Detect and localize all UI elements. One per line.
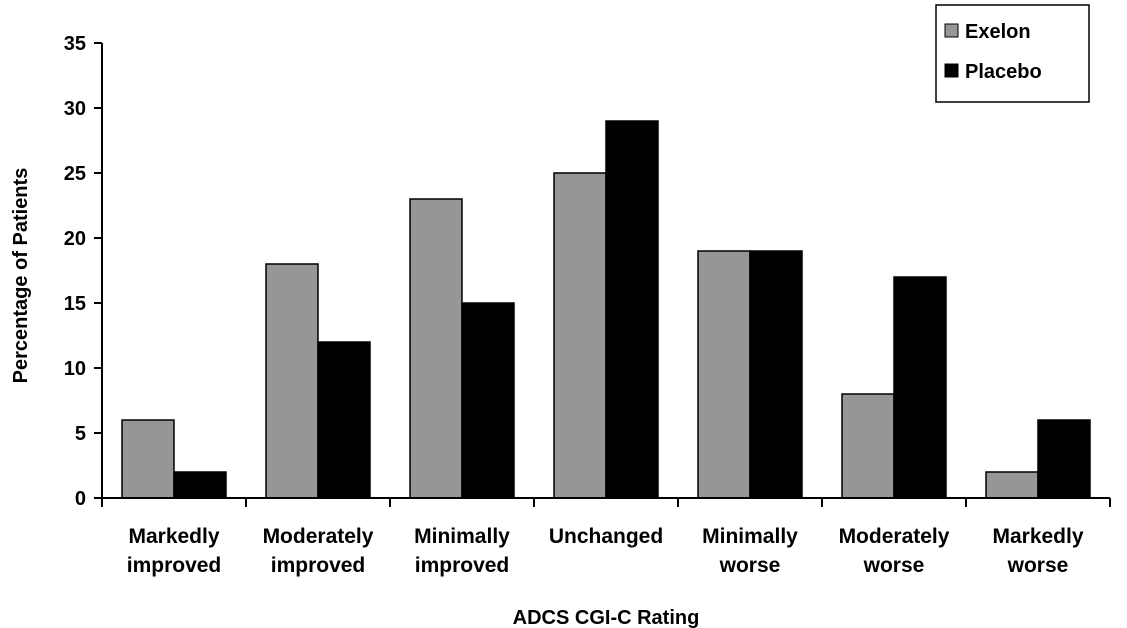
bar-placebo-0	[173, 471, 227, 499]
bar-exelon-0	[121, 419, 175, 499]
x-ticks	[101, 498, 1111, 507]
y-tick-label: 15	[64, 293, 86, 315]
category-label: Markedly worse	[992, 525, 1083, 577]
category-label: Unchanged	[549, 525, 663, 548]
y-tick-label: 35	[64, 33, 86, 55]
legend-box	[935, 4, 1090, 103]
bar-placebo-1	[317, 341, 371, 499]
legend: Exelon Placebo	[935, 4, 1090, 103]
bar-exelon-5	[841, 393, 895, 499]
legend-label-exelon: Exelon	[965, 21, 1031, 43]
category-label: Minimally worse	[702, 525, 798, 577]
bar-exelon-3	[553, 172, 607, 499]
legend-swatch-placebo	[944, 63, 959, 78]
bars-layer	[121, 120, 1091, 499]
bar-exelon-4	[697, 250, 751, 499]
bar-placebo-6	[1037, 419, 1091, 499]
axes-layer	[101, 43, 1110, 499]
legend-swatch-exelon	[944, 23, 959, 38]
legend-label-placebo: Placebo	[965, 61, 1042, 83]
bar-placebo-3	[605, 120, 659, 499]
y-tick-label: 25	[64, 163, 86, 185]
category-labels: Markedly improved Moderately improved Minima…	[127, 525, 1084, 577]
y-axis-title: Percentage of Patients	[10, 168, 32, 384]
bar-placebo-5	[893, 276, 947, 499]
y-ticks: 0 5 10 15 20 25 30 35	[64, 33, 102, 510]
bar-exelon-1	[265, 263, 319, 499]
category-label: Markedly improved	[127, 525, 222, 577]
y-tick-label: 5	[75, 423, 86, 445]
category-label: Moderately worse	[839, 525, 950, 577]
category-label: Moderately improved	[263, 525, 374, 577]
y-tick-label: 30	[64, 98, 86, 120]
bar-placebo-4	[749, 250, 803, 499]
bar-placebo-2	[461, 302, 515, 499]
x-axis-title: ADCS CGI-C Rating	[513, 607, 700, 628]
y-tick-label: 0	[75, 488, 86, 510]
y-tick-label: 20	[64, 228, 86, 250]
bar-exelon-2	[409, 198, 463, 499]
y-tick-label: 10	[64, 358, 86, 380]
category-label: Minimally improved	[414, 525, 510, 577]
bar-exelon-6	[985, 471, 1039, 499]
